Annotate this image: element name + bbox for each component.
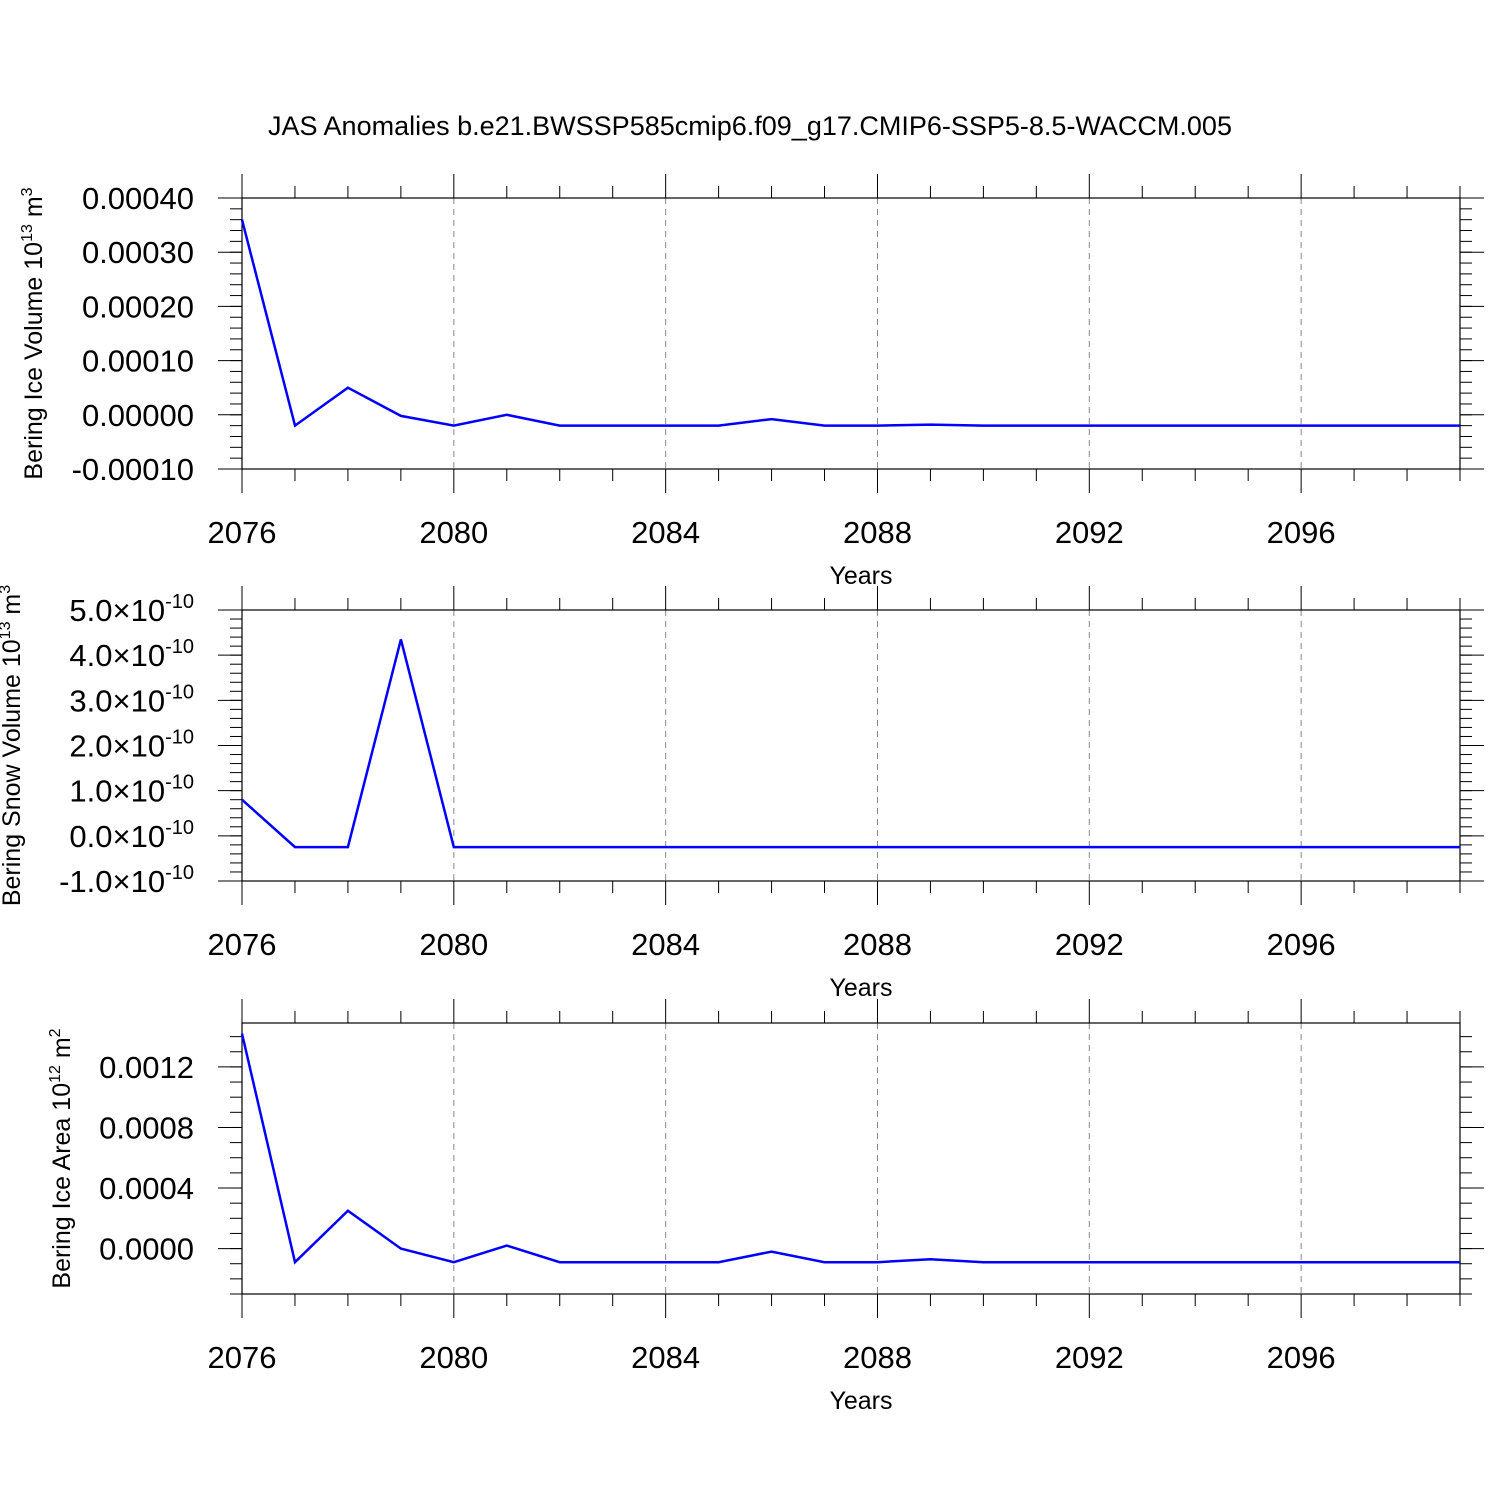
x-tick-label: 2084 bbox=[631, 1340, 700, 1375]
x-tick-label: 2076 bbox=[208, 515, 277, 550]
y-tick-label: 0.0012 bbox=[99, 1050, 194, 1085]
plot-frame bbox=[241, 609, 1461, 882]
panel-2: 2076 2080 2084 2088 2092 2096 -1.0×10-10 0.0×10… bbox=[0, 585, 1484, 1002]
plot-frame bbox=[241, 197, 1461, 470]
y-tick-label: 0.0008 bbox=[99, 1110, 194, 1145]
x-tick-label: 2084 bbox=[631, 515, 700, 550]
x-tick-label: 2096 bbox=[1267, 1340, 1336, 1375]
x-axis-label: Years bbox=[829, 562, 892, 590]
y-tick-label: 0.0×10-10 bbox=[69, 817, 194, 854]
y-axis-label: Bering Ice Volume 1013 m3 bbox=[19, 187, 48, 479]
y-tick-label: 3.0×10-10 bbox=[69, 681, 194, 718]
y-tick-label: 0.00040 bbox=[82, 181, 194, 216]
series-line bbox=[240, 219, 1460, 428]
x-tick-label: 2092 bbox=[1055, 515, 1124, 550]
panels: 2076 2080 2084 2088 2092 2096 -0.00010 0.00000 0… bbox=[0, 174, 1484, 1415]
x-tick-label: 2080 bbox=[419, 927, 488, 962]
y-tick-label: 4.0×10-10 bbox=[69, 636, 194, 673]
x-tick-label: 2092 bbox=[1055, 1340, 1124, 1375]
x-axis-label: Years bbox=[829, 1387, 892, 1415]
x-axis-label: Years bbox=[829, 974, 892, 1002]
x-tick-label: 2080 bbox=[419, 515, 488, 550]
y-axis-label: Bering Snow Volume 1013 m3 bbox=[0, 585, 26, 906]
y-tick-label: 0.0004 bbox=[99, 1171, 194, 1206]
y-tick-label: 0.00020 bbox=[82, 289, 194, 324]
panel-3: 2076 2080 2084 2088 2092 2096 0.0000 0.0004 0.00… bbox=[47, 999, 1484, 1415]
x-tick-label: 2088 bbox=[843, 1340, 912, 1375]
x-tick-label: 2076 bbox=[208, 927, 277, 962]
y-tick-label: -1.0×10-10 bbox=[59, 862, 194, 899]
x-tick-label: 2080 bbox=[419, 1340, 488, 1375]
y-tick-label: 1.0×10-10 bbox=[69, 772, 194, 809]
y-tick-label: 5.0×10-10 bbox=[69, 591, 194, 628]
series-line bbox=[240, 1033, 1460, 1265]
chart-title: JAS Anomalies b.e21.BWSSP585cmip6.f09_g1… bbox=[268, 111, 1232, 141]
x-tick-label: 2096 bbox=[1267, 515, 1336, 550]
y-axis-label: Bering Ice Area 1012 m2 bbox=[47, 1028, 76, 1288]
x-tick-label: 2076 bbox=[208, 1340, 277, 1375]
x-tick-label: 2092 bbox=[1055, 927, 1124, 962]
x-tick-label: 2084 bbox=[631, 927, 700, 962]
x-tick-label: 2088 bbox=[843, 515, 912, 550]
panel-1: 2076 2080 2084 2088 2092 2096 -0.00010 0.00000 0… bbox=[19, 174, 1484, 590]
y-tick-label: -0.00010 bbox=[72, 452, 194, 487]
plot-frame bbox=[241, 1022, 1461, 1295]
y-tick-label: 0.0000 bbox=[99, 1232, 194, 1267]
series-line bbox=[241, 639, 1460, 849]
y-tick-label: 0.00010 bbox=[82, 344, 194, 379]
x-tick-label: 2088 bbox=[843, 927, 912, 962]
y-tick-label: 0.00000 bbox=[82, 398, 194, 433]
y-tick-label: 0.00030 bbox=[82, 235, 194, 270]
x-tick-label: 2096 bbox=[1267, 927, 1336, 962]
y-tick-label: 2.0×10-10 bbox=[69, 727, 194, 764]
